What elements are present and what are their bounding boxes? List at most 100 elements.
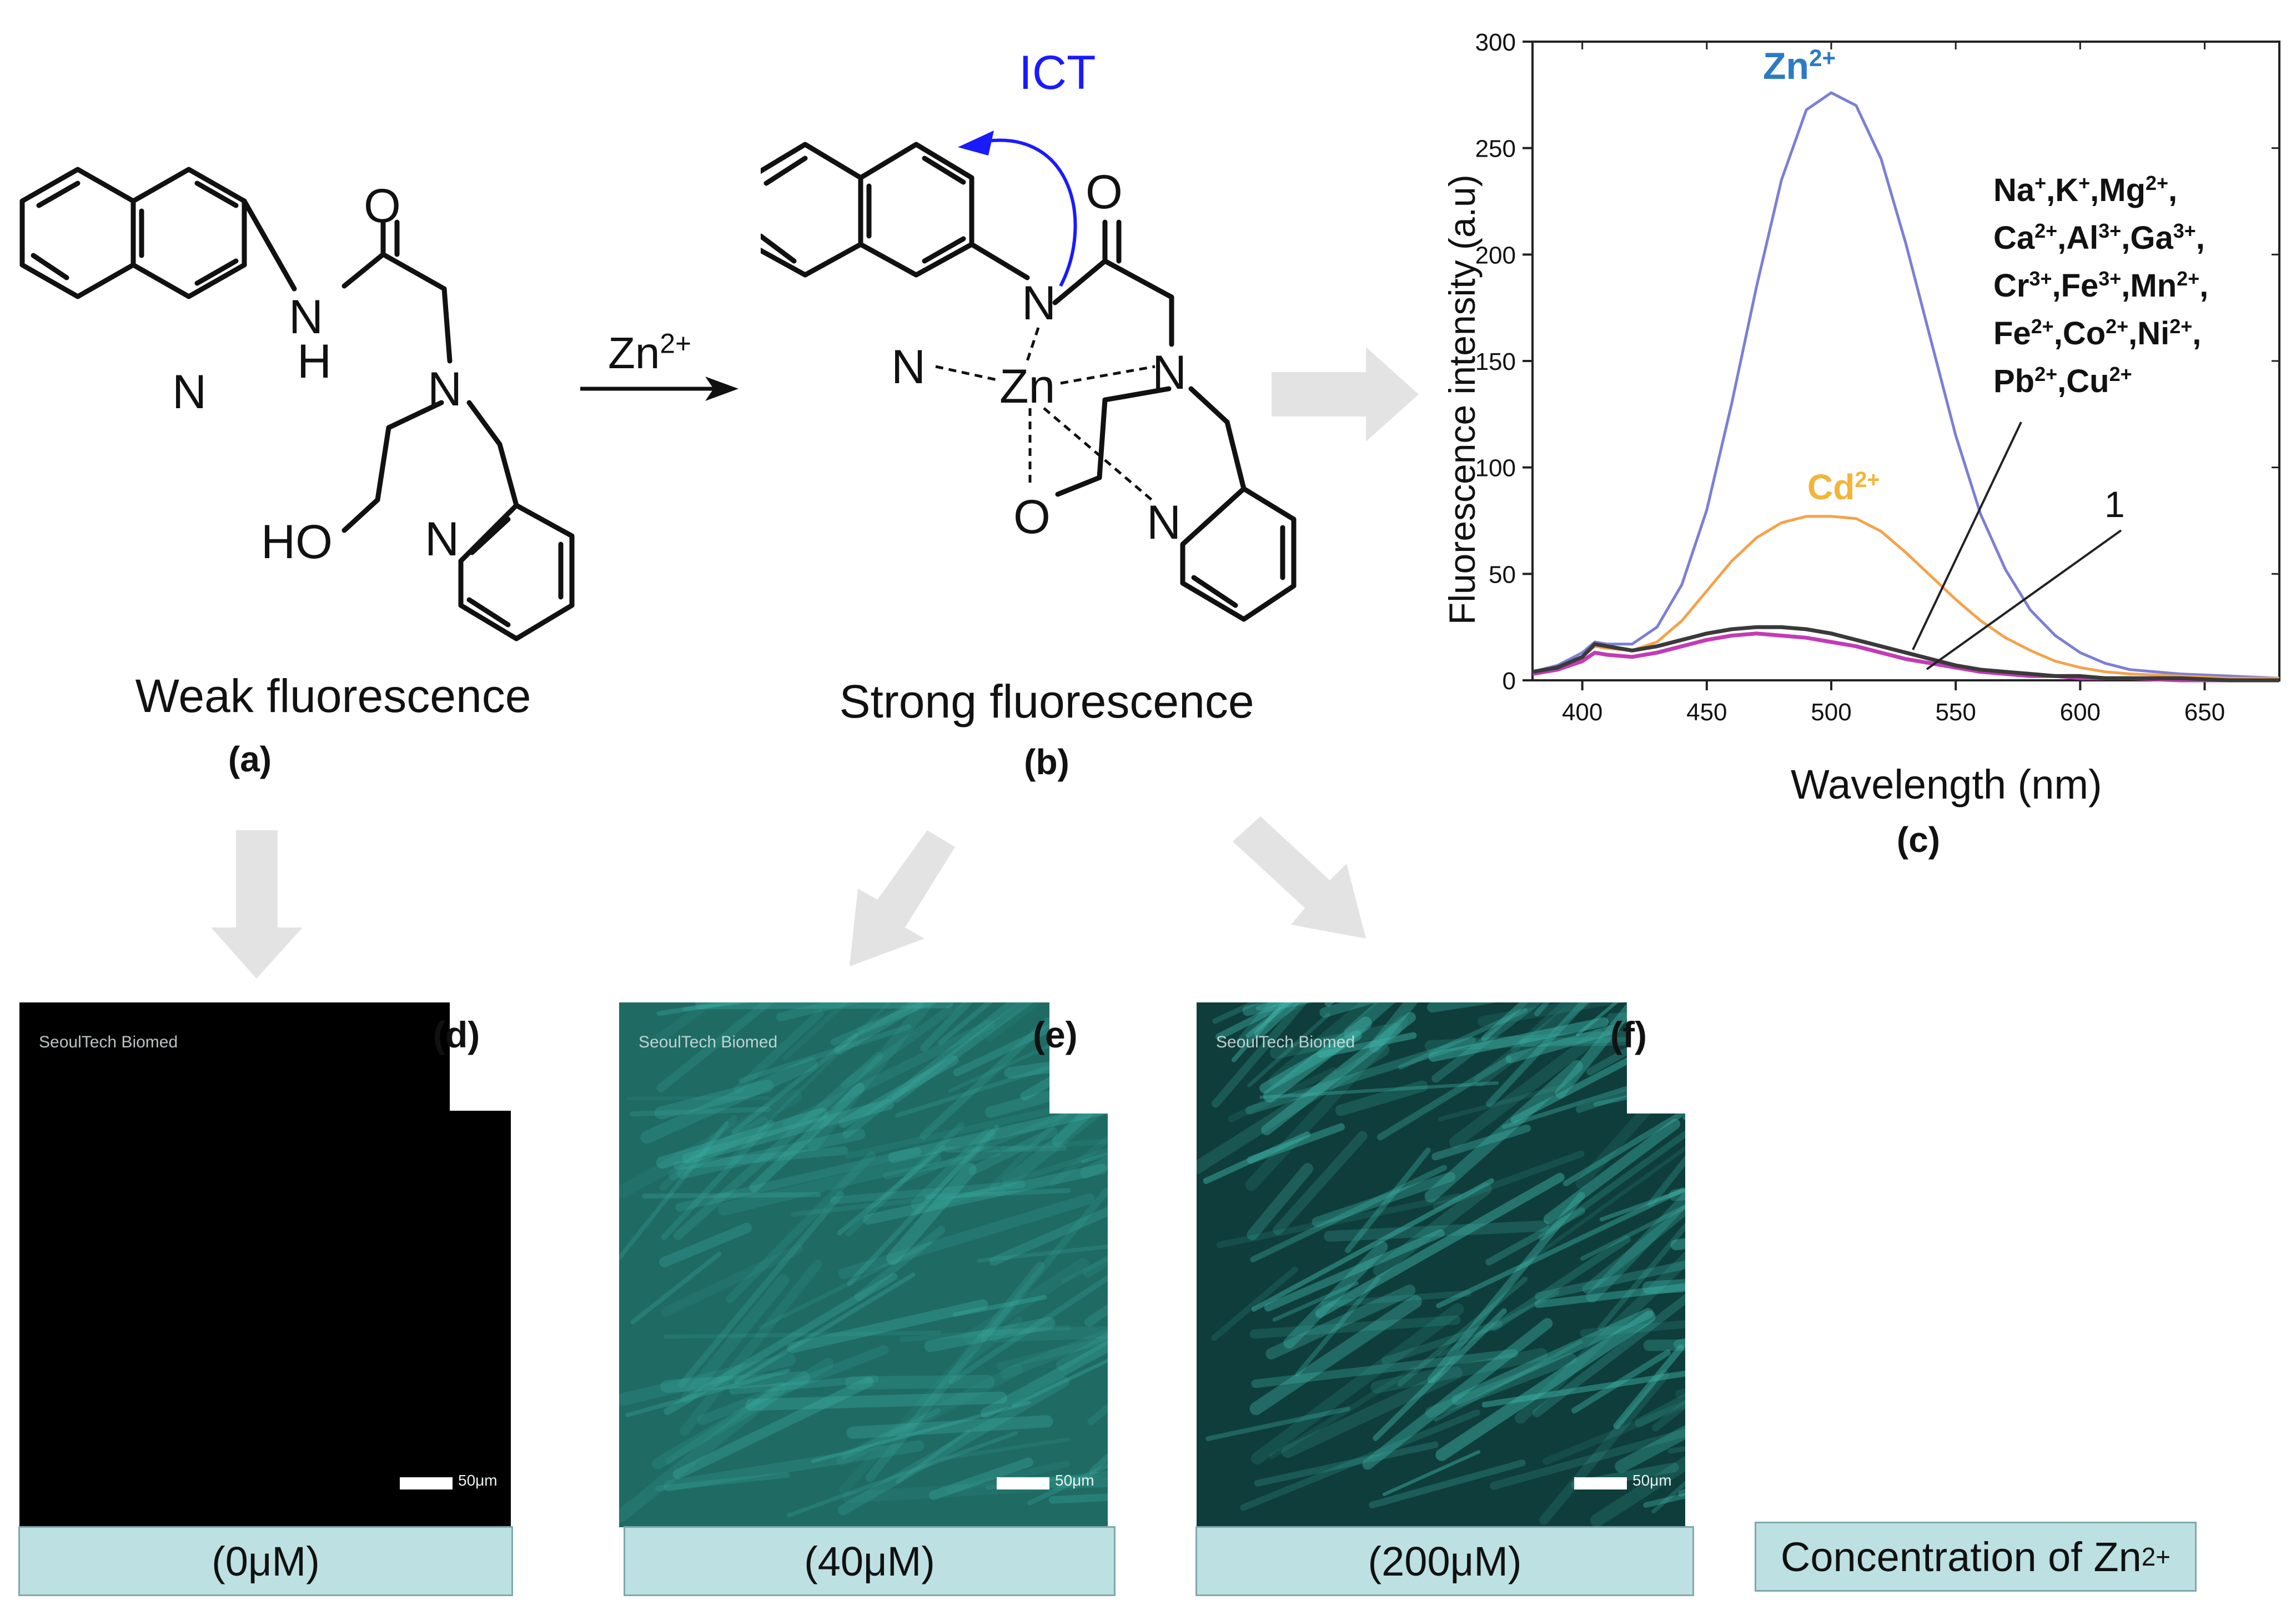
cell-fiber <box>1089 1452 1108 1474</box>
x-tick-label: 400 <box>1562 699 1602 726</box>
cell-fiber <box>1370 1348 1548 1394</box>
cell-fiber <box>1247 1123 1345 1164</box>
quinoline-n: N <box>172 365 207 419</box>
ion-charge: + <box>2034 172 2047 195</box>
cell-fiber <box>1437 1290 1560 1358</box>
cell-fiber <box>985 1002 1042 1042</box>
cell-fiber <box>1435 1310 1656 1461</box>
cell-fiber <box>630 1251 722 1325</box>
cell-fiber <box>1576 1002 1619 1037</box>
arrow-to-d <box>211 830 303 979</box>
concentration-legend: Concentration of Zn 2+ <box>1755 1522 2197 1592</box>
cell-fiber <box>1425 1353 1577 1418</box>
cell-fibers <box>1197 1002 1685 1527</box>
cell-fiber <box>857 1002 923 1034</box>
cell-fibers <box>619 1002 1108 1523</box>
concentration-label-f: (200μM) <box>1195 1526 1694 1596</box>
series-line-zn <box>1532 91 2280 680</box>
cell-fiber <box>1236 1002 1279 1046</box>
cell-fiber <box>838 1376 1069 1516</box>
cell-fiber <box>1317 1032 1417 1058</box>
cd-peak-label: Cd2+ <box>1807 467 1880 508</box>
cell-fiber <box>1212 1002 1308 1108</box>
cell-fiber <box>1083 1254 1108 1278</box>
cell-fiber <box>1431 1124 1531 1161</box>
cell-fiber <box>1599 1187 1685 1222</box>
cell-fiber <box>1215 1002 1295 1040</box>
caption-a-text: Weak fluorescence <box>135 670 531 722</box>
cell-fiber <box>1510 1002 1570 1053</box>
cell-fiber <box>1427 1192 1585 1383</box>
cell-fiber <box>1245 1015 1409 1191</box>
cell-fiber <box>1398 1007 1528 1070</box>
ion-charge: + <box>2078 172 2091 195</box>
other-ions-list: Na+,K+,Mg2+, Ca2+,Al3+,Ga3+, Cr3+,Fe3+,Mn2… <box>1993 167 2208 405</box>
cell-fiber <box>938 1002 993 1045</box>
ion-charge: 3+ <box>2098 219 2122 243</box>
cell-fiber <box>682 1099 894 1164</box>
cell-fiber <box>948 1274 1108 1385</box>
panel-tag-box: (d) <box>433 1002 511 1111</box>
cell-fiber <box>738 1024 912 1084</box>
cell-fiber <box>1228 1067 1337 1122</box>
cell-fiber <box>1582 1203 1685 1294</box>
cell-fiber <box>672 1377 874 1479</box>
cell-fiber <box>656 1107 828 1169</box>
cell-fiber <box>807 1002 936 1151</box>
cell-fiber <box>896 1429 971 1484</box>
cell-fiber <box>1283 1241 1388 1349</box>
watermark: SeoulTech Biomed <box>1216 1033 1355 1051</box>
cell-fiber <box>855 1226 946 1301</box>
cell-fiber <box>660 1371 810 1393</box>
x-tick-label: 450 <box>1686 699 1727 726</box>
cell-fiber <box>733 1009 824 1094</box>
cell-fiber <box>845 1122 964 1237</box>
cell-fiber <box>920 1002 973 1052</box>
cell-fiber <box>1535 1260 1685 1301</box>
panel-tag: (d) <box>433 1014 480 1055</box>
cell-fiber <box>1534 1283 1685 1308</box>
cell-fiber <box>659 1222 752 1267</box>
panel-tag: (e) <box>1033 1014 1078 1055</box>
cell-fiber <box>678 1191 844 1388</box>
arrow-to-chart <box>1272 347 1419 442</box>
cell-fiber <box>1281 1366 1463 1458</box>
zn-peak-charge: 2+ <box>1809 44 1836 71</box>
cell-fiber <box>1011 1358 1108 1407</box>
scale-bar <box>997 1477 1049 1489</box>
panel-tag-box: (e) <box>1033 1002 1108 1114</box>
cell-fiber <box>1426 1002 1498 1013</box>
cell-fiber <box>899 1325 1071 1342</box>
cell-fiber <box>734 1272 916 1384</box>
cell-fiber <box>948 1039 1063 1093</box>
cell-fiber <box>928 1457 1033 1500</box>
concentration-label-d: (0μM) <box>18 1526 513 1596</box>
cell-fiber <box>1251 1178 1494 1312</box>
cell-fiber <box>1061 1256 1108 1284</box>
cell-fiber <box>1240 1409 1480 1511</box>
cell-fiber <box>1205 1406 1351 1441</box>
caption-b: Strong fluorescence <box>839 675 1254 728</box>
ion-row: Fe2+,Co2+,Ni2+, <box>1993 315 2202 352</box>
y-tick-label: 300 <box>1475 29 1516 56</box>
cell-fiber <box>758 1241 932 1330</box>
ion-symbol: Ga <box>2130 220 2173 256</box>
cell-fiber <box>924 1317 1056 1352</box>
ion-symbol: Cu <box>2066 363 2109 399</box>
ion-charge: 2+ <box>2109 363 2132 386</box>
cell-fiber <box>1335 1080 1428 1116</box>
chart-lines <box>1532 91 2280 683</box>
cell-fiber <box>1268 1002 1309 1023</box>
cell-fiber <box>782 1002 850 1060</box>
cell-fiber <box>673 1146 848 1170</box>
carbonyl-o: O <box>364 179 401 233</box>
cell-fiber <box>1543 1400 1685 1465</box>
ion-symbol: Al <box>2066 220 2099 256</box>
reagent-charge: 2+ <box>660 328 691 359</box>
arrow-to-e <box>850 830 955 966</box>
cell-fiber <box>1373 1308 1507 1441</box>
cell-fiber <box>989 1206 1108 1266</box>
amine-n: N <box>428 363 462 416</box>
ion-symbol: Ni <box>2137 315 2170 352</box>
cell-fiber <box>682 1002 756 1011</box>
